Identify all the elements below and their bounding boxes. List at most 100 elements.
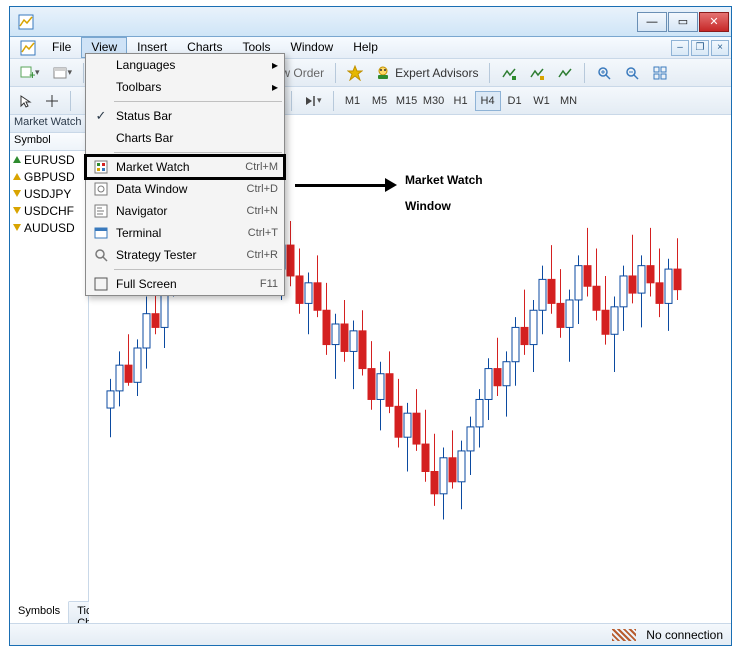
symbol-label: GBPUSD — [24, 170, 75, 184]
menu-item-market-watch[interactable]: Market Watch Ctrl+M — [86, 156, 284, 178]
autoscroll-button[interactable]: ▾ — [298, 90, 327, 112]
mw-tab-symbols[interactable]: Symbols — [10, 601, 69, 623]
annotation-text: Market WatchWindow — [405, 166, 483, 218]
menu-item-status-bar[interactable]: ✓Status Bar — [86, 105, 284, 127]
down-icon — [13, 207, 21, 214]
symbol-label: USDCHF — [24, 204, 74, 218]
market-watch-header: Symbol — [10, 133, 88, 151]
menu-item-label: Market Watch — [116, 160, 237, 174]
symbol-label: AUDUSD — [24, 221, 75, 235]
menu-item-full-screen[interactable]: Full Screen F11 — [86, 273, 284, 295]
blank-icon — [92, 129, 110, 147]
indicator-list-button[interactable] — [496, 62, 522, 84]
expert-advisors-label: Expert Advisors — [395, 66, 478, 80]
template-button[interactable] — [552, 62, 578, 84]
down-icon — [13, 224, 21, 231]
view-menu-dropdown: Languages▸Toolbars▸✓Status BarCharts Bar… — [85, 53, 285, 296]
symbol-row-eurusd[interactable]: EURUSD — [10, 151, 88, 168]
menu-item-strategy-tester[interactable]: Strategy Tester Ctrl+R — [86, 244, 284, 266]
shortcut-label: Ctrl+M — [245, 161, 278, 173]
annotation-arrow-icon — [385, 178, 397, 192]
timeframe-mn[interactable]: MN — [556, 91, 582, 111]
fs-icon — [92, 275, 110, 293]
window-controls: — ▭ ✕ — [636, 12, 729, 32]
menu-item-label: Toolbars — [116, 80, 278, 94]
menu-item-data-window[interactable]: Data Window Ctrl+D — [86, 178, 284, 200]
submenu-arrow-icon: ▸ — [272, 80, 278, 94]
market-watch-tabs: SymbolsTick Chart — [10, 601, 88, 623]
menu-item-label: Navigator — [116, 204, 239, 218]
annotation-line — [295, 184, 390, 187]
timeframe-h4[interactable]: H4 — [475, 91, 501, 111]
menu-window[interactable]: Window — [281, 37, 344, 58]
metaquotes-button[interactable] — [342, 62, 368, 84]
menu-file[interactable]: File — [42, 37, 81, 58]
maximize-button[interactable]: ▭ — [668, 12, 698, 32]
shortcut-label: Ctrl+R — [247, 249, 278, 261]
menu-item-label: Terminal — [116, 226, 240, 240]
menu-item-toolbars[interactable]: Toolbars▸ — [86, 76, 284, 98]
term-icon — [92, 224, 110, 242]
timeframe-m30[interactable]: M30 — [421, 91, 447, 111]
timeframe-m15[interactable]: M15 — [394, 91, 420, 111]
mw-icon — [92, 158, 110, 176]
up-icon — [13, 156, 21, 163]
menu-item-languages[interactable]: Languages▸ — [86, 54, 284, 76]
shortcut-label: Ctrl+N — [247, 205, 278, 217]
nav-icon — [92, 202, 110, 220]
blank-icon: ✓ — [92, 107, 110, 125]
menu-item-label: Data Window — [116, 182, 239, 196]
symbol-row-usdjpy[interactable]: USDJPY — [10, 185, 88, 202]
zoom-in-button[interactable] — [591, 62, 617, 84]
mdi-restore-button[interactable]: ❐ — [691, 40, 709, 56]
menu-item-label: Languages — [116, 58, 278, 72]
menu-item-navigator[interactable]: Navigator Ctrl+N — [86, 200, 284, 222]
timeframe-h1[interactable]: H1 — [448, 91, 474, 111]
app-icon — [18, 14, 34, 30]
menu-help[interactable]: Help — [343, 37, 388, 58]
market-watch-title: Market Watch — [10, 115, 88, 133]
blank-icon — [92, 56, 110, 74]
profiles-button[interactable]: ▾ — [47, 62, 78, 84]
mdi-controls: – ❐ × — [669, 37, 731, 58]
crosshair-button[interactable] — [40, 90, 64, 112]
menu-item-charts-bar[interactable]: Charts Bar — [86, 127, 284, 149]
menu-item-terminal[interactable]: Terminal Ctrl+T — [86, 222, 284, 244]
market-watch-list: EURUSD GBPUSD USDJPY USDCHF AUDUSD — [10, 151, 88, 601]
menu-item-label: Strategy Tester — [116, 248, 239, 262]
blank-icon — [92, 78, 110, 96]
symbol-row-audusd[interactable]: AUDUSD — [10, 219, 88, 236]
symbol-label: EURUSD — [24, 153, 75, 167]
minimize-button[interactable]: — — [637, 12, 667, 32]
timeframe-w1[interactable]: W1 — [529, 91, 555, 111]
zoom-out-button[interactable] — [619, 62, 645, 84]
up-icon — [13, 173, 21, 180]
shortcut-label: Ctrl+T — [248, 227, 278, 239]
menu-item-label: Full Screen — [116, 277, 252, 291]
connection-icon — [612, 629, 636, 641]
shortcut-label: Ctrl+D — [247, 183, 278, 195]
timeframe-m1[interactable]: M1 — [340, 91, 366, 111]
menu-item-label: Charts Bar — [116, 131, 278, 145]
cursor-button[interactable] — [14, 90, 38, 112]
down-icon — [13, 190, 21, 197]
symbol-row-gbpusd[interactable]: GBPUSD — [10, 168, 88, 185]
period-button[interactable] — [524, 62, 550, 84]
mdi-close-button[interactable]: × — [711, 40, 729, 56]
app-menu-icon[interactable] — [14, 37, 42, 58]
symbol-row-usdchf[interactable]: USDCHF — [10, 202, 88, 219]
expert-advisors-button[interactable]: Expert Advisors — [370, 62, 483, 84]
shortcut-label: F11 — [260, 278, 278, 290]
close-button[interactable]: ✕ — [699, 12, 729, 32]
connection-text: No connection — [646, 628, 723, 642]
statusbar: No connection — [10, 623, 731, 645]
st-icon — [92, 246, 110, 264]
submenu-arrow-icon: ▸ — [272, 58, 278, 72]
symbol-label: USDJPY — [24, 187, 71, 201]
dw-icon — [92, 180, 110, 198]
new-chart-button[interactable]: +▾ — [14, 62, 45, 84]
timeframe-d1[interactable]: D1 — [502, 91, 528, 111]
mdi-minimize-button[interactable]: – — [671, 40, 689, 56]
tile-button[interactable] — [647, 62, 673, 84]
timeframe-m5[interactable]: M5 — [367, 91, 393, 111]
